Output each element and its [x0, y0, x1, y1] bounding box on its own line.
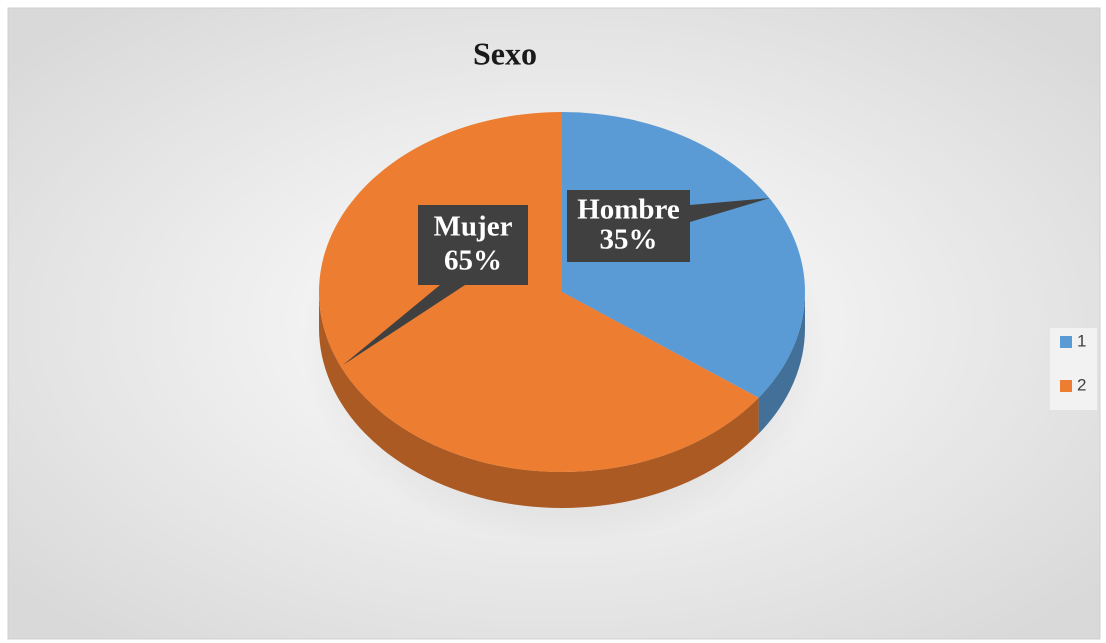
- data-label-box: [418, 205, 528, 285]
- legend-label: 1: [1077, 331, 1086, 350]
- chart-title: Sexo: [473, 35, 537, 71]
- data-label-box: [567, 190, 690, 262]
- slice-side: [319, 292, 759, 508]
- data-label-value: 65%: [444, 244, 502, 276]
- slice: [318, 112, 759, 472]
- data-label-name: Mujer: [434, 211, 513, 243]
- callout-pointer: [690, 198, 770, 222]
- callout-pointer: [343, 285, 465, 365]
- data-label-name: Hombre: [577, 193, 680, 225]
- slice-side: [758, 292, 805, 434]
- data-label-value: 35%: [600, 223, 658, 255]
- legend-swatch: [1060, 380, 1072, 392]
- legend-swatch: [1060, 336, 1072, 348]
- legend: [1050, 328, 1097, 410]
- legend-label: 2: [1077, 375, 1086, 394]
